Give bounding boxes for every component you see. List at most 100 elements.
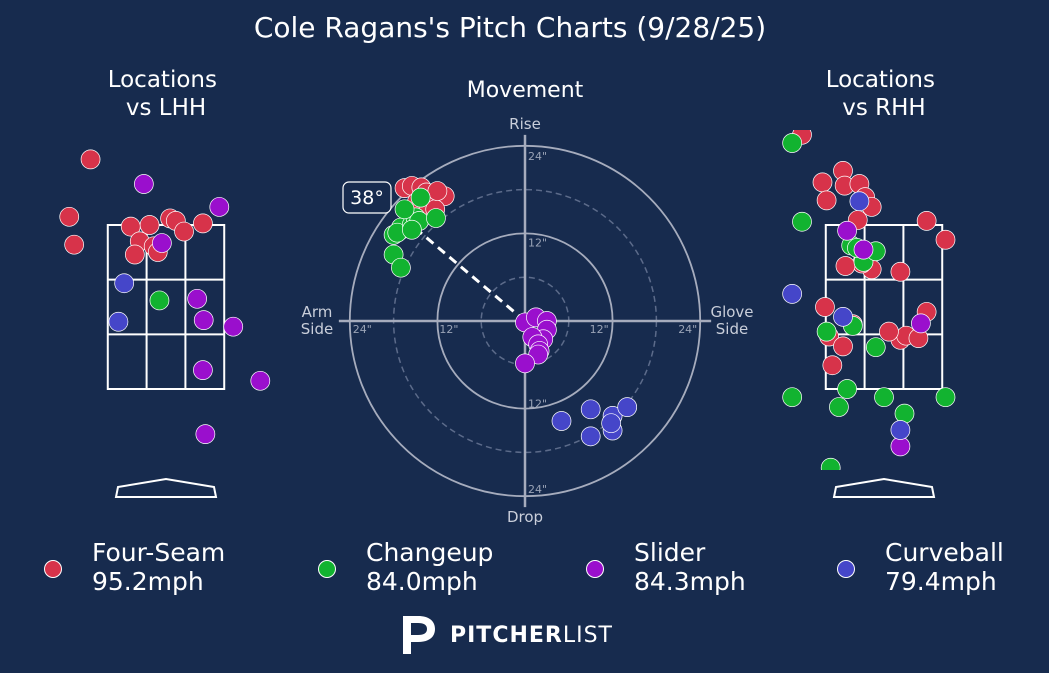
rhh-pitch-points <box>782 130 956 470</box>
lhh-pitch-slider <box>250 370 271 391</box>
axis-label-glove-side: Glove Side <box>710 303 753 338</box>
movement-pitch-four-seam <box>427 181 448 201</box>
movement-panel: Movement 24" 12" 12" 24" 24" 12" 12" 24" Rise Dro… <box>301 78 754 526</box>
lhh-pitch-slider <box>152 233 172 253</box>
rhh-pitch-changeup <box>816 321 837 342</box>
lhh-pitch-four-seam <box>64 234 85 255</box>
lhh-pitch-four-seam <box>120 216 141 237</box>
lhh-pitch-slider <box>187 288 208 309</box>
lhh-pitch-slider <box>195 424 216 444</box>
lhh-pitch-four-seam <box>124 244 145 265</box>
ring-label-left-24: 24" <box>353 323 372 336</box>
rhh-pitch-four-seam <box>815 297 835 317</box>
axis-label-rise: Rise <box>509 115 541 133</box>
chart-title: Cole Ragans's Pitch Charts (9/28/25) <box>254 11 766 44</box>
rhh-title-line-1: Locations <box>826 67 935 93</box>
ring-label-right-12: 12" <box>590 323 609 336</box>
rhh-pitch-changeup <box>820 457 841 470</box>
rhh-pitch-changeup <box>837 379 857 399</box>
movement-axis-labels: 24" 12" 12" 24" 24" 12" 12" 24" Rise Drop Arm Side G… <box>301 115 754 526</box>
rhh-pitch-changeup <box>874 387 894 408</box>
lhh-title-line-1: Locations <box>108 67 217 93</box>
movement-pitch-curveball <box>580 399 601 420</box>
movement-pitch-curveball <box>551 411 572 431</box>
ring-label-top-24: 24" <box>528 150 547 163</box>
ring-label-bottom-24: 24" <box>528 483 547 496</box>
rhh-pitch-curveball <box>833 306 853 327</box>
pitcherlist-mark-icon <box>403 616 435 654</box>
movement-panel-title: Movement <box>467 78 584 103</box>
rhh-pitch-changeup <box>935 387 956 408</box>
rhh-panel-title: Locations vs RHH <box>826 67 943 121</box>
lhh-pitch-slider <box>193 310 214 330</box>
rhh-pitch-curveball <box>890 420 911 440</box>
lhh-pitch-curveball <box>108 311 129 332</box>
rhh-pitch-changeup <box>792 211 812 232</box>
rhh-home-plate <box>832 477 936 498</box>
movement-pitch-changeup <box>394 199 415 220</box>
rhh-pitch-four-seam <box>816 190 837 211</box>
pitcherlist-logo: PITCHERLIST <box>398 612 638 658</box>
lhh-pitch-four-seam <box>59 206 80 227</box>
ring-label-left-12: 12" <box>439 323 458 336</box>
lhh-pitch-slider <box>223 316 244 337</box>
changeup-speed: 84.0mph <box>366 567 478 596</box>
rhh-pitch-four-seam <box>879 321 899 342</box>
rhh-pitch-changeup <box>782 133 803 153</box>
movement-pitch-curveball <box>580 426 601 447</box>
rhh-pitch-changeup <box>865 337 886 358</box>
ring-label-bottom-12: 12" <box>528 398 547 411</box>
slider-name: Slider <box>634 538 706 567</box>
movement-pitch-curveball <box>617 397 638 417</box>
ring-label-right-24: 24" <box>678 323 697 336</box>
four-seam-name: Four-Seam <box>92 538 226 567</box>
lhh-pitch-points <box>59 149 271 444</box>
four-seam-swatch <box>44 560 62 578</box>
lhh-pitch-changeup <box>149 290 170 311</box>
arm-angle-line <box>407 220 526 323</box>
rhh-pitch-slider <box>853 239 874 260</box>
movement-pitch-slider <box>515 353 535 374</box>
movement-pitch-changeup <box>426 208 446 228</box>
rhh-pitch-four-seam <box>835 256 856 276</box>
movement-pitch-changeup <box>391 257 411 278</box>
lhh-pitch-four-seam <box>80 149 101 170</box>
lhh-pitch-slider <box>134 174 154 194</box>
rhh-pitch-four-seam <box>916 211 937 231</box>
rhh-pitch-changeup <box>829 397 849 417</box>
lhh-pitch-four-seam <box>139 215 160 235</box>
rhh-pitch-curveball <box>849 191 870 212</box>
brand-bold-text: PITCHER <box>450 623 563 648</box>
axis-label-arm-side: Arm Side <box>301 303 333 338</box>
curveball-name: Curveball <box>885 538 1004 567</box>
slider-swatch <box>586 560 604 578</box>
rhh-pitch-four-seam <box>812 172 833 193</box>
rhh-pitch-slider <box>911 313 931 334</box>
movement-pitch-changeup <box>410 187 431 208</box>
curveball-swatch <box>837 560 855 578</box>
rhh-pitch-four-seam <box>822 355 843 376</box>
lhh-panel-title: Locations vs LHH <box>108 67 225 121</box>
lhh-pitch-slider <box>209 197 230 217</box>
rhh-pitch-four-seam <box>833 336 853 357</box>
rhh-pitch-changeup <box>894 403 915 424</box>
four-seam-speed: 95.2mph <box>92 567 204 596</box>
movement-pitch-points: 38° <box>342 176 638 447</box>
lhh-home-plate <box>114 477 218 498</box>
arm-angle-label: 38° <box>350 187 384 209</box>
ring-label-top-12: 12" <box>528 236 547 249</box>
brand-light-text: LIST <box>562 623 613 648</box>
changeup-name: Changeup <box>366 538 494 567</box>
movement-pitch-curveball <box>601 413 621 434</box>
rhh-pitch-four-seam <box>890 261 911 282</box>
locations-vs-lhh-panel: Locations vs LHH <box>59 67 271 498</box>
lhh-pitch-slider <box>193 360 213 380</box>
arm-angle-box <box>342 181 392 214</box>
curveball-speed: 79.4mph <box>885 567 997 596</box>
lhh-title-line-2: vs LHH <box>126 95 206 121</box>
rhh-title-line-2: vs RHH <box>842 95 925 121</box>
lhh-pitch-curveball <box>114 273 135 294</box>
rhh-pitch-curveball <box>782 284 803 304</box>
locations-vs-rhh-panel: Locations vs RHH <box>782 67 956 498</box>
rhh-pitch-slider <box>837 220 857 241</box>
